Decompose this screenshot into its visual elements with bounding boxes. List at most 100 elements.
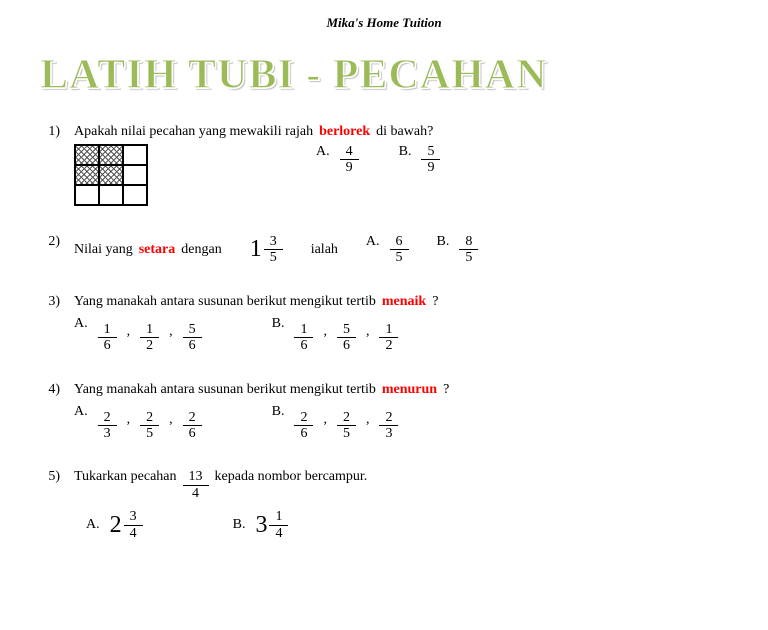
q5-b-d: 4	[269, 526, 288, 541]
fraction: 12	[379, 322, 398, 354]
q1-a-den: 9	[340, 160, 359, 175]
q2-option-a: A. 65	[366, 234, 409, 266]
q1-a-label: A.	[316, 144, 330, 160]
fraction: 56	[337, 322, 356, 354]
q2-b-n: 8	[459, 234, 478, 250]
q3-highlight: menaik	[382, 294, 426, 310]
q2-a-n: 6	[390, 234, 409, 250]
q4-option-b: B. 26, 25, 23	[272, 404, 399, 442]
q2-whole: 1	[250, 236, 262, 263]
comma: ,	[366, 410, 370, 428]
q2-mixed: 1 35	[250, 234, 283, 266]
q4-b-label: B.	[272, 404, 285, 420]
q5-d: 4	[186, 486, 205, 501]
q1-text-b: di bawah?	[376, 124, 433, 140]
comma: ,	[323, 410, 327, 428]
q5-a-w: 2	[110, 512, 122, 539]
comma: ,	[323, 322, 327, 340]
q3-text: Yang manakah antara susunan berikut meng…	[74, 294, 728, 310]
q2-line: Nilai yang setara dengan 1 35 ialah A. 6…	[74, 234, 728, 266]
q5-text-b: kepada nombor bercampur.	[215, 469, 368, 485]
q1-b-label: B.	[399, 144, 412, 160]
grid-cell	[123, 185, 147, 205]
q2-option-b: B. 85	[437, 234, 479, 266]
q5-text: Tukarkan pecahan 134 kepada nombor berca…	[74, 469, 728, 501]
question-4: 4) Yang manakah antara susunan berikut m…	[40, 382, 728, 442]
q3-option-b: B. 16, 56, 12	[272, 316, 399, 354]
q4-text: Yang manakah antara susunan berikut meng…	[74, 382, 728, 398]
fraction: 25	[140, 410, 159, 442]
q5-num: 5)	[40, 469, 60, 485]
grid-cell	[75, 145, 99, 165]
comma: ,	[366, 322, 370, 340]
fraction: 16	[294, 322, 313, 354]
q1-num: 1)	[40, 124, 60, 140]
q5-n: 13	[183, 469, 209, 485]
q4-option-a: A. 23,25,26	[74, 404, 202, 442]
grid-cell	[99, 185, 123, 205]
q5-option-a: A. 234	[86, 509, 143, 541]
question-1: 1) Apakah nilai pecahan yang mewakili ra…	[40, 124, 728, 206]
q3-b-label: B.	[272, 316, 285, 332]
q3-text-b: ?	[432, 294, 438, 310]
page-header: Mika's Home Tuition	[40, 15, 728, 31]
q2-n: 3	[264, 234, 283, 250]
q5-text-a: Tukarkan pecahan	[74, 469, 177, 485]
q5-b-w: 3	[255, 512, 267, 539]
q2-b-label: B.	[437, 234, 450, 250]
comma: ,	[127, 410, 131, 428]
q2-a-label: A.	[366, 234, 380, 250]
q2-text-c: ialah	[311, 242, 338, 258]
question-2: 2) Nilai yang setara dengan 1 35 ialah A…	[40, 234, 728, 266]
grid-cell	[99, 145, 123, 165]
q4-highlight: menurun	[382, 382, 437, 398]
q1-option-b: B. 59	[399, 144, 441, 176]
grid-cell	[75, 165, 99, 185]
q5-a-d: 4	[124, 526, 143, 541]
grid-cell	[99, 165, 123, 185]
q3-num: 3)	[40, 294, 60, 310]
grid-cell	[123, 165, 147, 185]
fraction: 23	[379, 410, 398, 442]
q2-d: 5	[264, 250, 283, 265]
q1-grid	[74, 144, 148, 206]
q4-text-b: ?	[443, 382, 449, 398]
q4-text-a: Yang manakah antara susunan berikut meng…	[74, 382, 376, 398]
q2-a-d: 5	[390, 250, 409, 265]
q2-num: 2)	[40, 234, 60, 250]
page-title: LATIH TUBI - PECAHAN	[40, 51, 728, 99]
q1-b-num: 5	[421, 144, 440, 160]
comma: ,	[169, 410, 173, 428]
question-5: 5) Tukarkan pecahan 134 kepada nombor be…	[40, 469, 728, 541]
fraction: 56	[183, 322, 202, 354]
q1-highlight: berlorek	[319, 124, 370, 140]
q1-text: Apakah nilai pecahan yang mewakili rajah…	[74, 124, 728, 140]
q2-text-b: dengan	[181, 242, 221, 258]
q4-num: 4)	[40, 382, 60, 398]
fraction: 12	[140, 322, 159, 354]
fraction: 25	[337, 410, 356, 442]
fraction: 26	[183, 410, 202, 442]
q2-text-a: Nilai yang	[74, 242, 133, 258]
question-3: 3) Yang manakah antara susunan berikut m…	[40, 294, 728, 354]
q1-b-den: 9	[421, 160, 440, 175]
fraction: 26	[294, 410, 313, 442]
q5-a-label: A.	[86, 517, 100, 533]
comma: ,	[127, 322, 131, 340]
q5-b-n: 1	[269, 509, 288, 525]
grid-cell	[123, 145, 147, 165]
q3-option-a: A. 16, 12, 56	[74, 316, 202, 354]
fraction: 16	[98, 322, 117, 354]
fraction: 23	[98, 410, 117, 442]
q5-frac: 134	[183, 469, 209, 501]
q2-b-d: 5	[459, 250, 478, 265]
q1-option-a: A. 49	[316, 144, 359, 176]
grid-cell	[75, 185, 99, 205]
q5-b-label: B.	[233, 517, 246, 533]
q1-a-num: 4	[340, 144, 359, 160]
q2-highlight: setara	[139, 242, 176, 258]
comma: ,	[169, 322, 173, 340]
q3-a-label: A.	[74, 316, 88, 332]
q5-option-b: B. 314	[233, 509, 289, 541]
q1-text-a: Apakah nilai pecahan yang mewakili rajah	[74, 124, 313, 140]
